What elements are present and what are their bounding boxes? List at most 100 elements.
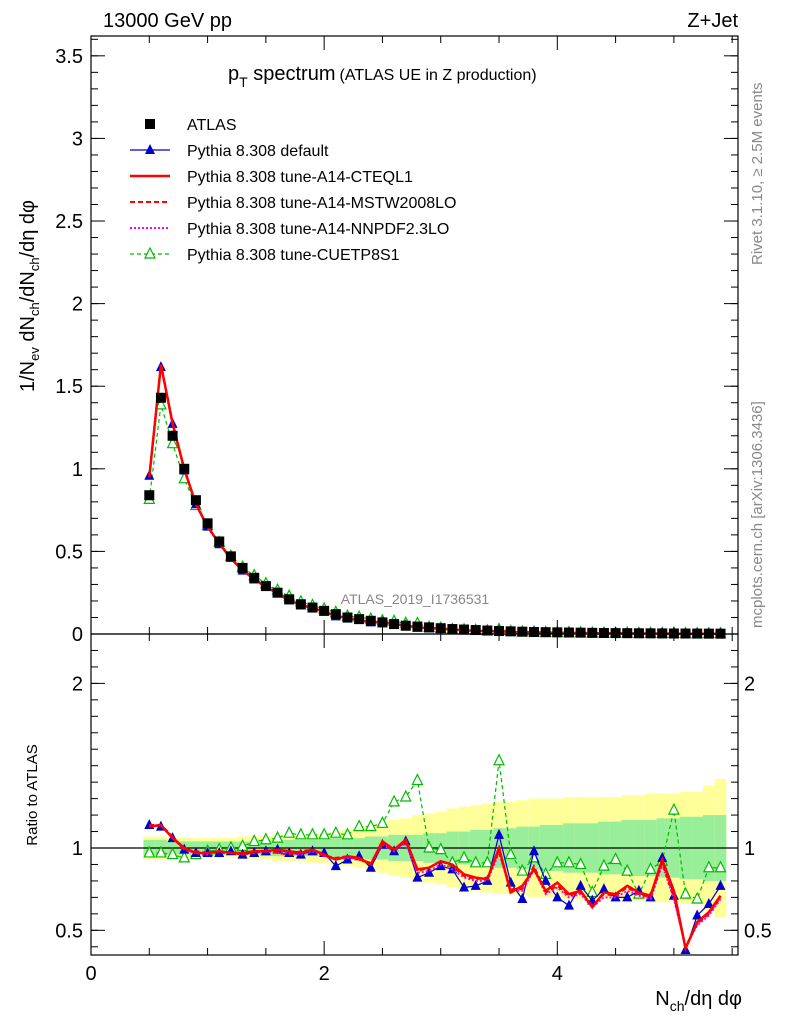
- ratio-marker-5: [667, 802, 680, 815]
- plot-title-note: (ATLAS UE in Z production): [340, 67, 537, 84]
- ratio-tick-label: 2: [72, 673, 83, 695]
- atlas-data-point: [482, 625, 493, 636]
- ratio-marker-5: [504, 847, 517, 860]
- legend-marker: [145, 119, 155, 129]
- atlas-data-point: [400, 620, 411, 631]
- ratio-marker-1: [540, 874, 551, 885]
- legend-label: Pythia 8.308 default: [187, 143, 329, 160]
- ratio-marker-5: [259, 832, 272, 845]
- ratio-marker-5: [551, 855, 564, 868]
- ratio-marker-5: [423, 840, 436, 853]
- atlas-data-point: [505, 626, 516, 637]
- atlas-data-point: [284, 594, 295, 605]
- y-label-1: 1/N: [17, 361, 39, 392]
- atlas-data-point: [563, 627, 574, 638]
- ratio-curve-4: [149, 823, 722, 950]
- legend-label: Pythia 8.308 tune-A14-MSTW2008LO: [187, 195, 456, 212]
- ratio-marker-5: [469, 855, 482, 868]
- ratio-marker-5: [388, 794, 401, 807]
- atlas-data-point: [202, 518, 213, 529]
- ratio-marker-5: [306, 827, 319, 840]
- y-label-sub3: ch: [27, 257, 42, 271]
- ratio-marker-5: [458, 850, 471, 863]
- y-tick-label: 3.5: [55, 46, 83, 68]
- y-tick-label: 0: [72, 624, 83, 646]
- ratio-marker-5: [702, 860, 715, 873]
- ratio-marker-5: [283, 825, 296, 838]
- atlas-data-point: [260, 581, 271, 592]
- y-tick-label: 2: [72, 294, 83, 316]
- legend-label: ATLAS: [187, 117, 237, 134]
- atlas-data-point: [214, 536, 225, 547]
- ratio-marker-5: [481, 855, 494, 868]
- legend-label: Pythia 8.308 tune-CUETP8S1: [187, 247, 400, 264]
- x-tick-label: 2: [319, 963, 330, 985]
- analysis-id: ATLAS_2019_I1736531: [341, 591, 490, 607]
- ratio-marker-5: [248, 834, 261, 847]
- atlas-data-point: [272, 587, 283, 598]
- ratio-marker-1: [552, 891, 563, 902]
- energy-label: 13000 GeV pp: [103, 10, 232, 32]
- x-axis-label: Nch/dη dφ: [655, 988, 742, 1014]
- y-label-3: /dN: [17, 271, 39, 302]
- ratio-marker-5: [154, 845, 167, 858]
- y-axis-label: 1/Nev dNch/dNch/dη dφ: [17, 200, 42, 392]
- ratio-marker-5: [516, 863, 529, 876]
- atlas-data-point: [622, 628, 633, 639]
- ratio-marker-5: [562, 855, 575, 868]
- x-tick-label: 4: [552, 963, 563, 985]
- ratio-marker-1: [494, 828, 505, 839]
- ratio-marker-5: [376, 815, 389, 828]
- atlas-data-point: [424, 622, 435, 633]
- ratio-marker-1: [459, 881, 470, 892]
- x-label-rest: /dη dφ: [685, 988, 742, 1010]
- ratio-curve-2: [149, 823, 722, 953]
- atlas-data-point: [330, 609, 341, 620]
- atlas-data-point: [365, 615, 376, 626]
- atlas-data-point: [190, 495, 201, 506]
- ratio-marker-1: [412, 871, 423, 882]
- process-label: Z+Jet: [687, 10, 738, 32]
- ratio-tick-label-right: 0.5: [744, 920, 772, 942]
- legend-label: Pythia 8.308 tune-A14-NNPDF2.3LO: [187, 221, 449, 238]
- ratio-marker-5: [143, 845, 156, 858]
- atlas-data-point: [540, 627, 551, 638]
- ratio-marker-1: [715, 879, 726, 890]
- ratio-y-axis-label: Ratio to ATLAS: [24, 744, 41, 845]
- plot-title-rest: spectrum: [248, 63, 336, 85]
- atlas-data-point: [517, 626, 528, 637]
- ratio-marker-5: [609, 852, 622, 865]
- ratio-marker-5: [714, 860, 727, 873]
- atlas-data-point: [319, 605, 330, 616]
- atlas-data-point: [295, 599, 306, 610]
- ratio-tick-label-right: 1: [744, 838, 755, 860]
- ratio-marker-1: [470, 879, 481, 890]
- atlas-data-point: [587, 627, 598, 638]
- atlas-data-point: [470, 625, 481, 636]
- atlas-data-point: [307, 602, 318, 613]
- atlas-data-point: [377, 617, 388, 628]
- atlas-data-point: [447, 624, 458, 635]
- ratio-marker-5: [597, 858, 610, 871]
- ratio-marker-5: [353, 819, 366, 832]
- rivet-version-label: Rivet 3.1.10, ≥ 2.5M events: [749, 83, 766, 266]
- ratio-marker-5: [178, 850, 191, 863]
- ratio-marker-5: [399, 789, 412, 802]
- ratio-marker-1: [517, 893, 528, 904]
- legend-marker: [145, 144, 155, 154]
- ratio-marker-5: [364, 819, 377, 832]
- atlas-data-point: [237, 562, 248, 573]
- atlas-data-point: [528, 627, 539, 638]
- ratio-panel: 0.5 0.5 1 1 2 2: [55, 633, 772, 956]
- plot-title: pT spectrum (ATLAS UE in Z production): [228, 63, 537, 90]
- ratio-marker-1: [365, 861, 376, 872]
- atlas-data-point: [459, 624, 470, 635]
- atlas-data-point: [155, 392, 166, 403]
- plot-title-main: p: [228, 63, 239, 85]
- y-tick-label: 1.5: [55, 376, 83, 398]
- atlas-data-point: [144, 490, 155, 501]
- legend-marker: [144, 246, 156, 259]
- ratio-marker-5: [294, 827, 307, 840]
- y-label-sub2: ch: [27, 302, 42, 316]
- ratio-marker-5: [644, 862, 657, 875]
